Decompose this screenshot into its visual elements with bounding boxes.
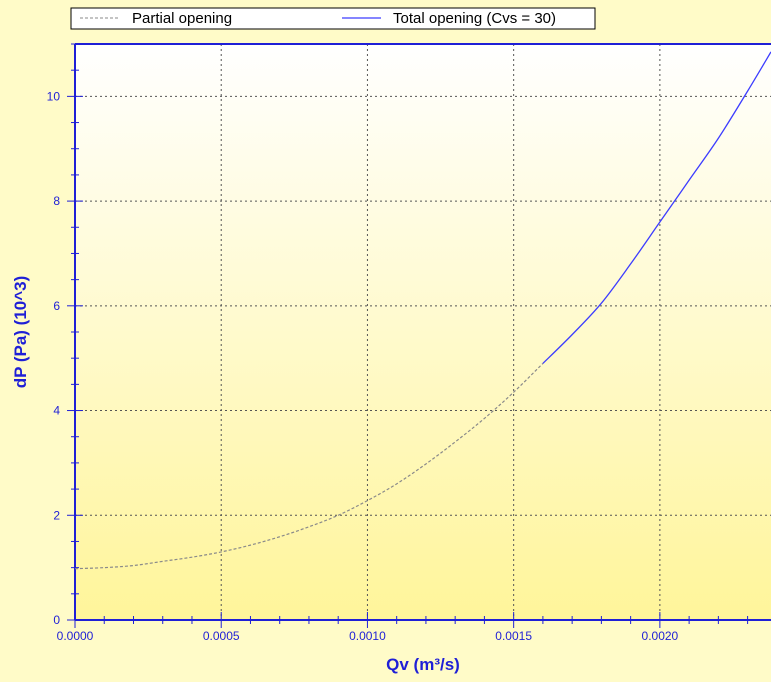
legend: Partial opening Total opening (Cvs = 30) [70, 7, 596, 30]
x-tick-labels: 0.0000 0.0005 0.0010 0.0015 0.0020 [57, 629, 679, 643]
plot-area [75, 44, 771, 620]
x-tick-label: 0.0015 [495, 629, 532, 643]
x-tick-label: 0.0005 [203, 629, 240, 643]
x-tick-label: 0.0020 [642, 629, 679, 643]
y-tick-label: 4 [53, 404, 60, 418]
gridlines [75, 44, 771, 620]
y-tick-label: 6 [53, 299, 60, 313]
y-axis-title: dP (Pa) (10^3) [11, 276, 30, 389]
y-tick-label: 0 [53, 613, 60, 627]
y-tick-label: 8 [53, 194, 60, 208]
y-tick-labels: 0 2 4 6 8 10 [47, 89, 61, 627]
y-tick-label: 2 [53, 508, 60, 522]
legend-total-label: Total opening (Cvs = 30) [393, 10, 556, 27]
y-tick-label: 10 [47, 89, 61, 103]
x-axis-title: Qv (m³/s) [386, 655, 460, 674]
axes [67, 43, 771, 628]
series-total-opening-line [542, 51, 771, 364]
x-tick-label: 0.0000 [57, 629, 94, 643]
x-tick-label: 0.0010 [349, 629, 386, 643]
legend-partial-label: Partial opening [132, 10, 232, 27]
